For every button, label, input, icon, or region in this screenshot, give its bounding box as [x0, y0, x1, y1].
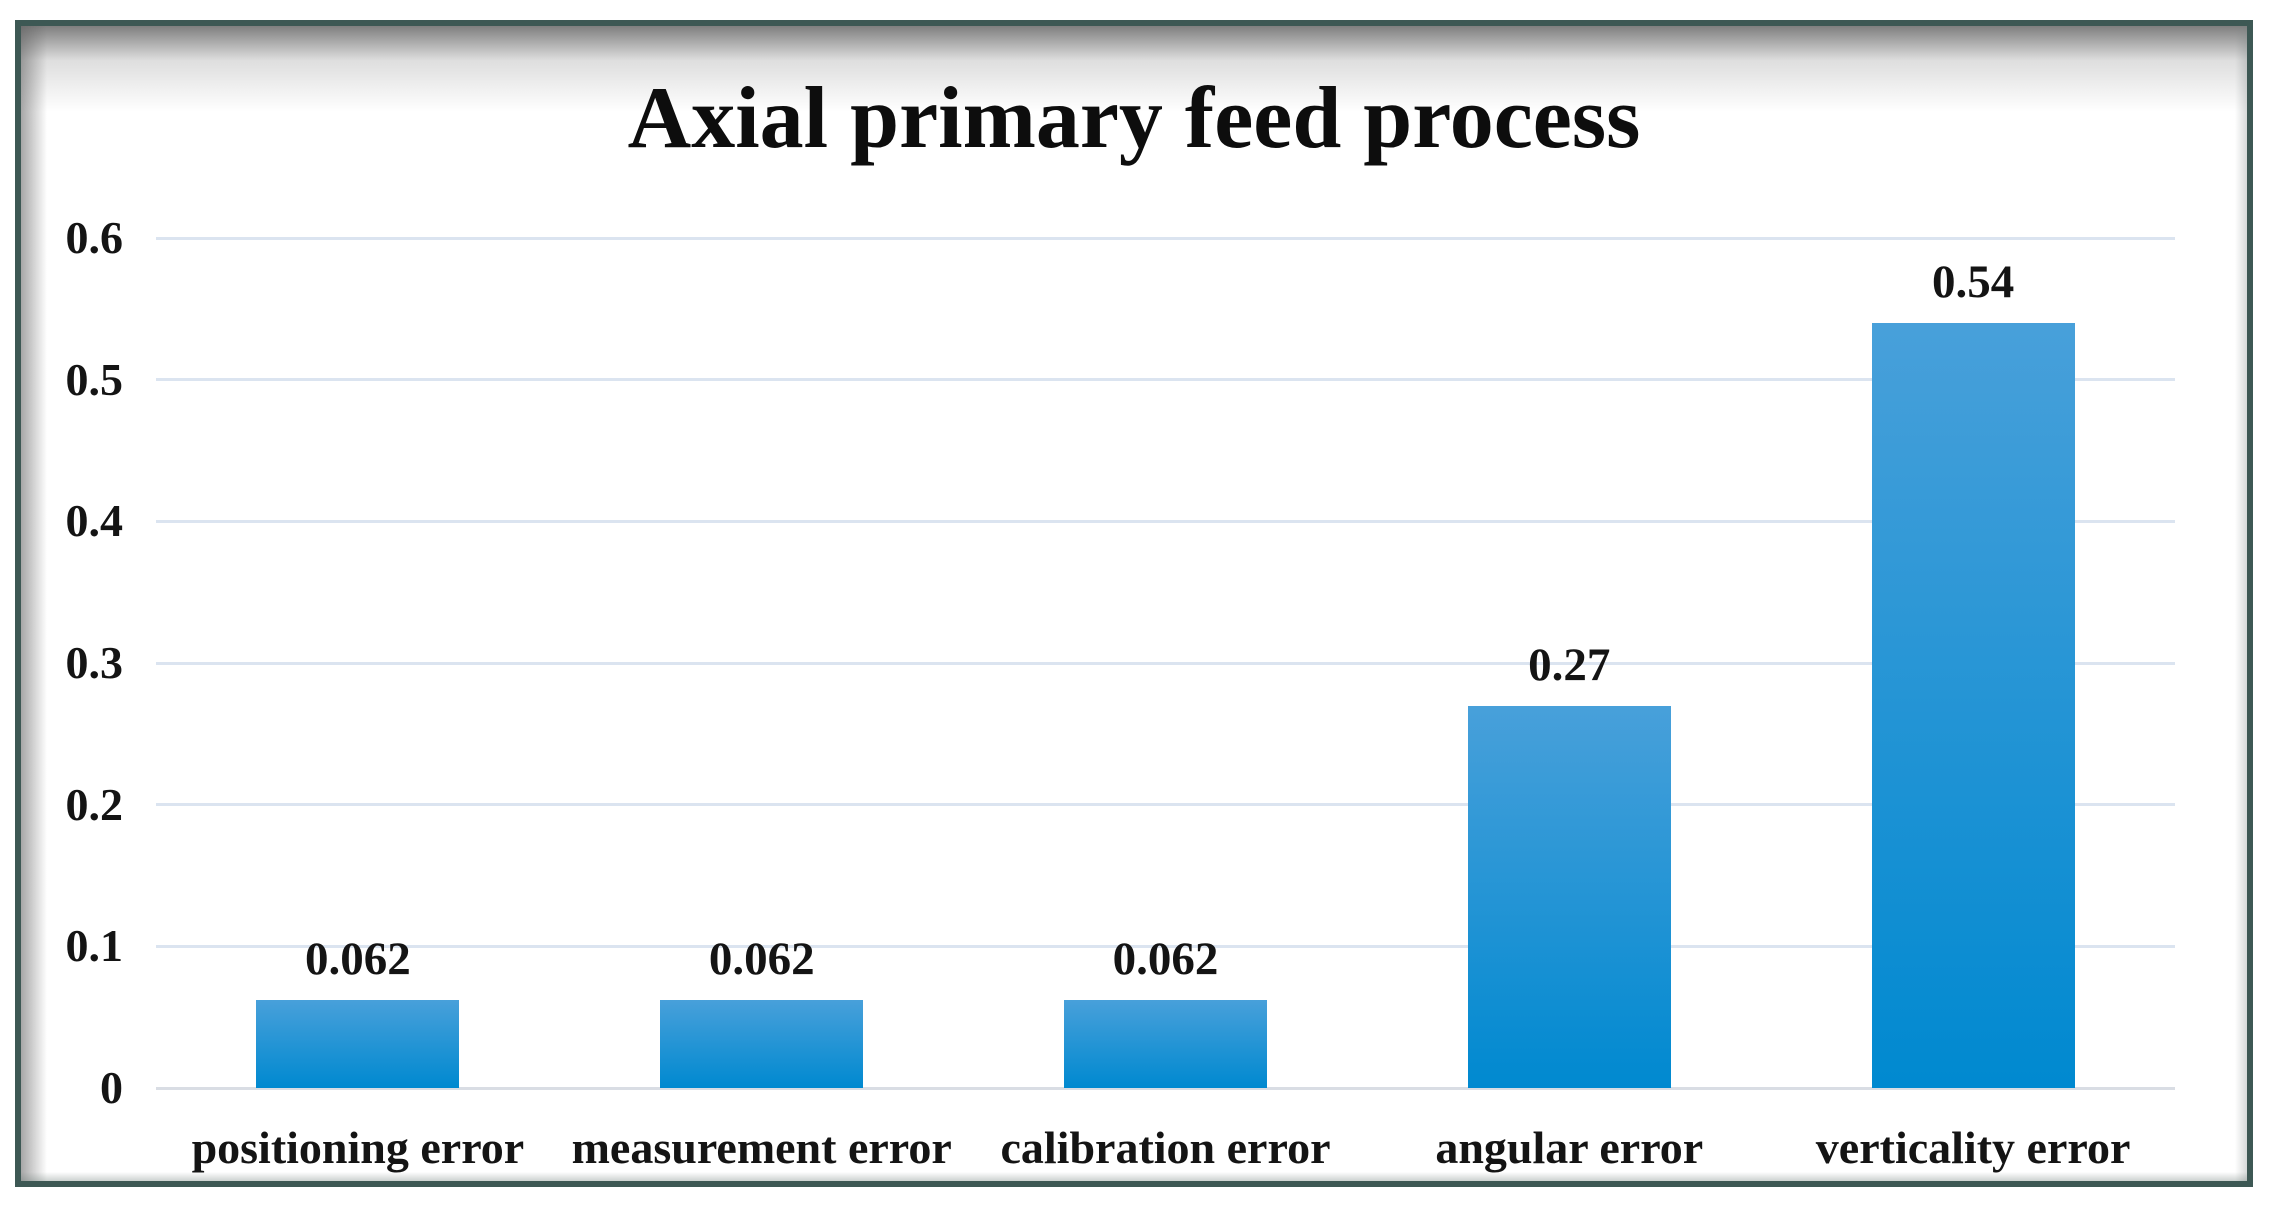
x-category-label: verticality error — [1815, 1122, 2131, 1173]
chart-frame: Axial primary feed process 0.062 0.062 0.0… — [15, 20, 2253, 1187]
bar-value-label: 0.062 — [708, 933, 815, 986]
gridline — [156, 803, 2175, 807]
y-tick-label: 0 — [100, 1062, 123, 1113]
y-tick-label: 0.4 — [65, 495, 124, 547]
bar-value-label: 0.27 — [1528, 638, 1611, 691]
inner-shadow-left — [21, 26, 47, 1181]
bar — [1064, 1000, 1267, 1088]
bar-value-label: 0.062 — [305, 933, 411, 986]
y-tick-label: 0.1 — [65, 920, 124, 972]
gridline — [156, 661, 2175, 665]
gridline — [156, 378, 2175, 382]
y-tick-label: 0.3 — [65, 637, 124, 688]
y-tick-label: 0.6 — [65, 212, 124, 263]
y-tick-label: 0.5 — [65, 353, 124, 405]
x-axis-baseline — [156, 1086, 2175, 1090]
x-category-label: positioning error — [191, 1122, 525, 1173]
gridline — [156, 519, 2175, 523]
bar-value-label: 0.54 — [1931, 256, 2015, 308]
x-category-label: angular error — [1435, 1122, 1704, 1173]
gridline — [156, 236, 2175, 240]
y-tick-label: 0.2 — [65, 778, 124, 830]
chart-title: Axial primary feed process — [627, 70, 1641, 167]
bar — [1871, 323, 2075, 1088]
inner-shadow-right — [2235, 26, 2247, 1181]
bar — [660, 1000, 864, 1088]
x-category-label: calibration error — [1000, 1122, 1331, 1173]
gridline — [156, 944, 2175, 948]
bar — [256, 1000, 460, 1088]
bar-value-label: 0.062 — [1112, 933, 1219, 986]
x-category-label: measurement error — [571, 1122, 952, 1173]
bar — [1467, 705, 1671, 1088]
plot-area: 0.062 0.062 0.062 0.27 0.54 — [156, 236, 2175, 1090]
